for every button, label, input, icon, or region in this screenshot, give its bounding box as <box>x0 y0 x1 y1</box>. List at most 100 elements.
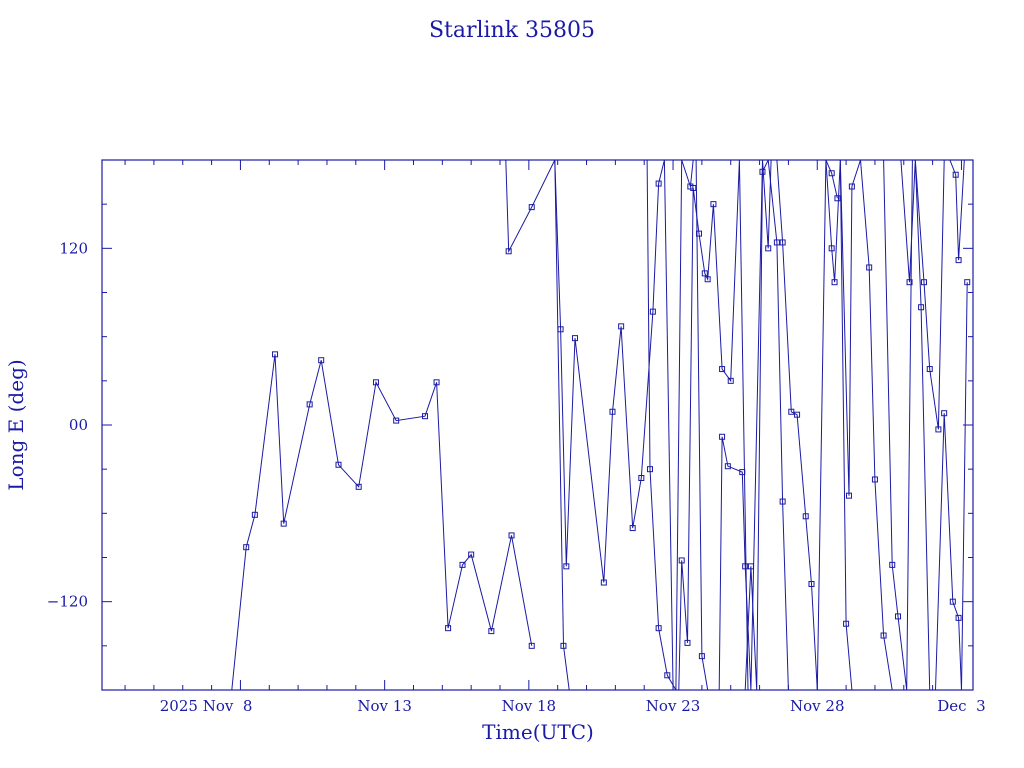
series-line <box>883 160 913 690</box>
data-point <box>889 561 896 568</box>
data-point <box>794 411 801 418</box>
data-point <box>952 171 959 178</box>
data-point <box>508 532 515 539</box>
series-line <box>646 160 694 690</box>
data-point <box>678 557 685 564</box>
series-line <box>961 282 968 690</box>
data-point <box>742 563 749 570</box>
series-line <box>695 160 709 690</box>
data-point <box>779 239 786 246</box>
data-point <box>618 323 625 330</box>
data-point <box>739 469 746 476</box>
data-point <box>747 563 754 570</box>
data-point <box>895 613 902 620</box>
data-point <box>629 525 636 532</box>
data-point <box>393 417 400 424</box>
data-point <box>571 335 578 342</box>
y-tick-label: 00 <box>69 416 88 434</box>
data-point <box>831 279 838 286</box>
data-point <box>655 180 662 187</box>
data-point <box>335 461 342 468</box>
data-point <box>845 492 852 499</box>
data-point <box>727 377 734 384</box>
series-line <box>231 354 533 690</box>
data-point <box>788 408 795 415</box>
data-point <box>306 401 313 408</box>
x-tick-label: Nov 18 <box>502 697 557 715</box>
data-point <box>488 628 495 635</box>
data-point <box>920 279 927 286</box>
data-point <box>690 184 697 191</box>
data-point <box>696 230 703 237</box>
data-point <box>560 642 567 649</box>
data-point <box>704 276 711 283</box>
data-point <box>866 264 873 271</box>
series-line <box>811 160 838 690</box>
data-point <box>710 201 717 208</box>
data-point <box>941 410 948 417</box>
data-point <box>955 257 962 264</box>
data-point <box>638 475 645 481</box>
series-markers <box>243 168 971 679</box>
chart-title: Starlink 35805 <box>429 18 595 43</box>
data-point <box>372 379 379 386</box>
data-point <box>649 308 656 315</box>
data-point <box>445 625 452 632</box>
data-point <box>779 498 786 505</box>
data-point <box>955 614 962 621</box>
series-line <box>825 160 853 690</box>
data-point <box>926 366 933 373</box>
data-point <box>918 304 925 311</box>
series-line <box>914 160 945 430</box>
series-line <box>900 160 939 690</box>
x-tick-label: Nov 13 <box>357 697 412 715</box>
data-point <box>698 653 705 660</box>
data-point <box>557 326 564 333</box>
data-point <box>701 270 708 277</box>
data-point <box>243 544 250 551</box>
data-point <box>906 279 913 286</box>
x-tick-label: Dec 3 <box>937 697 985 715</box>
data-point <box>684 639 691 646</box>
data-point <box>834 195 841 202</box>
series-line <box>949 160 965 261</box>
data-point <box>433 379 440 386</box>
data-point <box>848 183 855 190</box>
x-tick-label: Nov 28 <box>790 697 845 715</box>
y-axis-label: Long E (deg) <box>4 359 28 490</box>
data-point <box>664 672 671 679</box>
data-point <box>964 279 971 286</box>
data-point <box>600 579 607 586</box>
y-tick-labels: −120 00 120 <box>47 239 88 610</box>
data-point <box>655 625 662 632</box>
series-lines <box>231 160 968 690</box>
data-point <box>272 351 279 358</box>
data-point <box>355 483 362 490</box>
data-point <box>505 248 512 255</box>
data-point <box>528 204 535 211</box>
data-point <box>251 511 258 518</box>
series-line <box>505 160 570 690</box>
series-line <box>839 160 893 690</box>
data-point <box>759 168 766 175</box>
data-point <box>871 476 878 483</box>
series-line <box>718 160 772 690</box>
data-point <box>280 520 287 527</box>
data-point <box>773 239 780 246</box>
data-point <box>808 581 815 587</box>
x-tick-label: 2025 Nov 8 <box>160 697 253 715</box>
x-tick-labels: 2025 Nov 8 Nov 13 Nov 18 Nov 23 Nov 28 Dec 3 <box>160 697 986 715</box>
data-point <box>459 561 466 568</box>
data-point <box>528 642 535 649</box>
data-point <box>646 466 653 473</box>
data-point <box>719 433 726 440</box>
data-point <box>843 620 850 627</box>
data-point <box>802 513 809 520</box>
series-line <box>678 160 751 690</box>
data-point <box>828 245 835 252</box>
y-tick-label: −120 <box>47 593 88 611</box>
data-point <box>609 408 616 415</box>
data-point <box>719 366 726 373</box>
data-point <box>935 426 942 433</box>
